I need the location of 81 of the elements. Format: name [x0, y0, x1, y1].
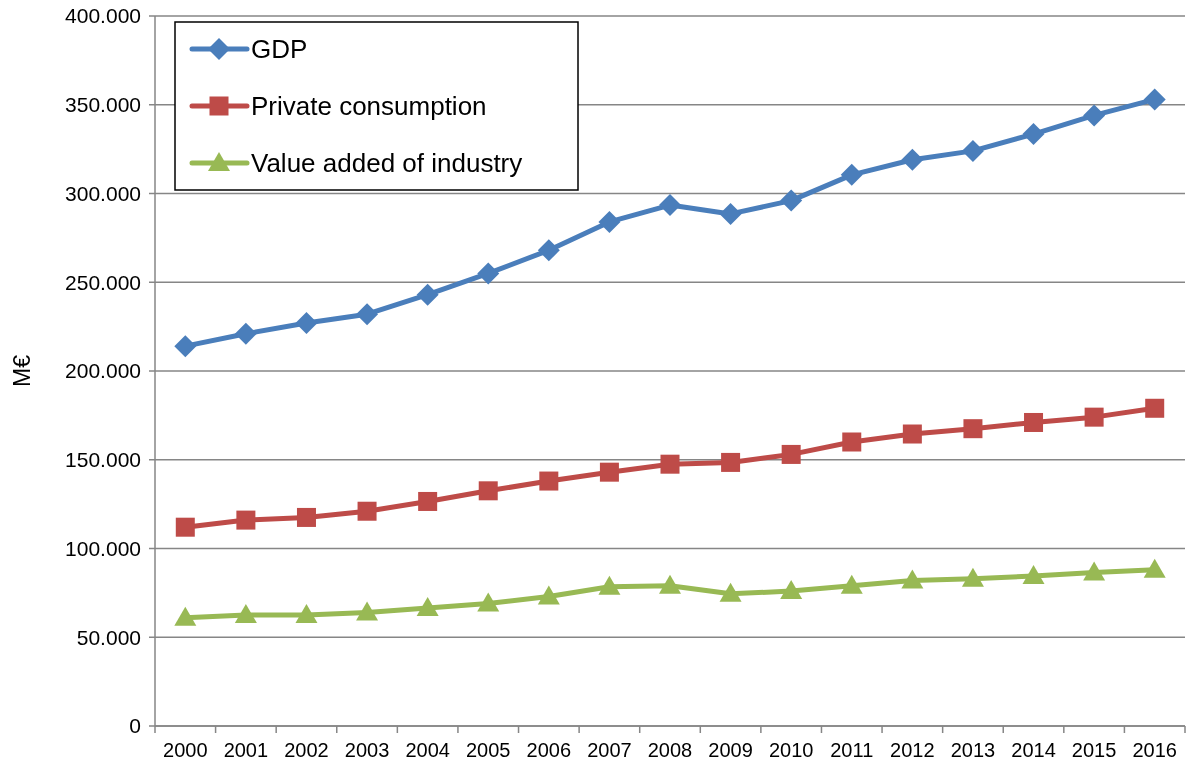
point — [901, 148, 924, 171]
point — [719, 202, 742, 225]
y-tick-label: 250.000 — [65, 270, 141, 294]
x-tick-label: 2012 — [890, 739, 935, 761]
point — [478, 481, 498, 501]
y-tick-label: 50.000 — [76, 625, 141, 649]
x-tick-label: 2004 — [405, 739, 450, 761]
x-tick-label: 2007 — [587, 739, 632, 761]
point — [963, 419, 983, 439]
point — [1145, 398, 1165, 418]
x-tick-label: 2005 — [465, 739, 511, 761]
y-tick-label: 300.000 — [65, 181, 141, 205]
point — [356, 601, 379, 621]
point — [721, 452, 741, 472]
point — [840, 574, 863, 594]
point — [902, 424, 922, 444]
x-tick-label: 2011 — [830, 739, 874, 761]
point — [418, 491, 438, 511]
point — [539, 471, 559, 491]
x-tick-label: 2006 — [526, 739, 572, 761]
y-tick-label: 0 — [129, 714, 141, 738]
point — [780, 189, 803, 212]
point — [961, 139, 984, 162]
x-tick-label: 2000 — [163, 739, 208, 761]
point — [1084, 407, 1104, 427]
point — [236, 510, 256, 530]
x-tick-label: 2010 — [768, 739, 814, 761]
y-tick-label: 100.000 — [65, 536, 141, 560]
x-tick-label: 2009 — [708, 739, 753, 761]
point — [660, 454, 680, 474]
legend-label: Private consumption — [251, 91, 487, 122]
point — [537, 239, 560, 262]
x-tick-label: 2002 — [284, 739, 329, 761]
point — [659, 194, 681, 217]
point — [598, 575, 621, 595]
legend-label: GDP — [251, 34, 308, 65]
point — [357, 501, 377, 521]
point — [659, 574, 681, 594]
point — [1024, 412, 1044, 432]
point — [537, 585, 560, 605]
y-tick-label: 400.000 — [65, 4, 141, 28]
point — [598, 210, 621, 233]
point — [477, 262, 500, 285]
x-tick-label: 2003 — [344, 739, 390, 761]
point — [1022, 565, 1045, 585]
point — [961, 567, 984, 587]
point — [234, 322, 257, 345]
point — [477, 592, 500, 612]
point — [1022, 123, 1045, 146]
point — [1143, 88, 1166, 111]
x-tick-label: 2013 — [950, 739, 996, 761]
y-tick-label: 150.000 — [65, 448, 141, 472]
point — [780, 580, 803, 600]
point — [416, 596, 439, 616]
legend-label: Value added of industry — [251, 148, 523, 179]
point — [781, 444, 801, 464]
point — [901, 569, 924, 589]
point — [719, 582, 742, 602]
y-tick-label: 200.000 — [65, 359, 141, 383]
point — [175, 517, 195, 537]
point — [599, 462, 619, 482]
point — [416, 283, 439, 306]
point — [356, 303, 379, 326]
x-tick-label: 2001 — [223, 739, 269, 761]
x-tick-label: 2015 — [1071, 739, 1117, 761]
point — [1143, 558, 1166, 578]
point — [1083, 104, 1106, 127]
point — [296, 507, 316, 527]
point — [1083, 561, 1106, 581]
point — [174, 606, 197, 626]
point — [234, 604, 257, 624]
point — [295, 312, 318, 335]
point — [174, 335, 197, 358]
x-tick-label: 2008 — [647, 739, 693, 761]
x-tick-label: 2014 — [1011, 739, 1056, 761]
point — [840, 163, 863, 186]
x-tick-label: 2016 — [1132, 739, 1177, 761]
y-tick-label: 350.000 — [65, 93, 141, 117]
point — [842, 432, 862, 452]
point — [295, 604, 318, 624]
y-axis-title: M€ — [9, 354, 36, 387]
